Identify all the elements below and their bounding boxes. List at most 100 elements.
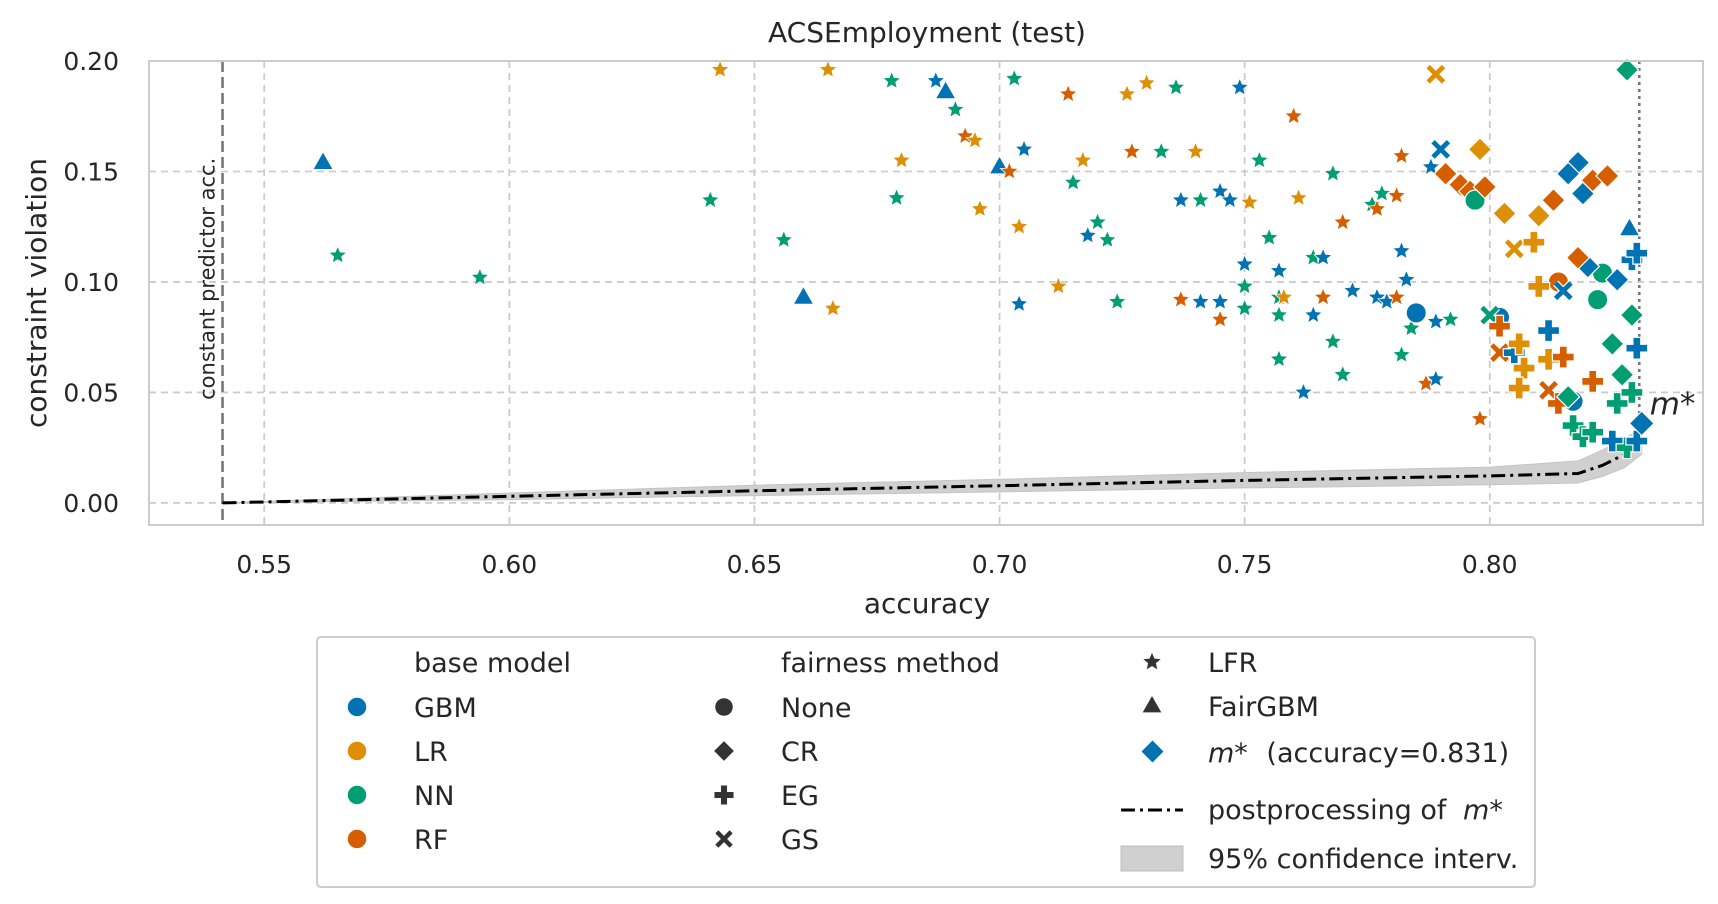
legend: base model GBM LR NN RF fairness method Non…	[316, 636, 1536, 888]
data-point	[1372, 183, 1392, 202]
data-point	[773, 229, 794, 249]
data-point	[1122, 141, 1142, 161]
data-point	[1555, 161, 1581, 187]
y-tick-label: 0.15	[63, 157, 119, 186]
data-point	[1396, 269, 1417, 289]
data-point	[1136, 72, 1157, 92]
data-point	[1625, 429, 1649, 453]
data-point	[1488, 314, 1512, 338]
data-point	[1004, 68, 1025, 88]
legend-extra-label: LFR	[1208, 648, 1257, 679]
x-tick-label: 0.75	[1217, 550, 1273, 579]
data-point	[1614, 57, 1640, 83]
data-point	[1073, 150, 1093, 169]
data-point	[1555, 384, 1581, 410]
grid-lines	[149, 60, 1703, 525]
data-point	[1405, 302, 1427, 324]
legend-m-star-symbol: m*	[1208, 738, 1248, 769]
data-point	[1527, 274, 1551, 298]
data-point	[1386, 287, 1407, 306]
data-point	[1625, 241, 1649, 265]
data-point	[818, 59, 838, 79]
data-point	[1058, 83, 1079, 103]
data-point	[1009, 293, 1029, 313]
confidence-band-layer	[222, 426, 1643, 504]
legend-method-marker	[715, 830, 733, 848]
legend-method-marker	[714, 697, 734, 717]
data-point	[1507, 332, 1531, 356]
legend-extra-marker	[1140, 693, 1164, 714]
data-point	[1014, 138, 1034, 158]
x-tick-label: 0.60	[481, 550, 537, 579]
data-point	[1581, 369, 1605, 393]
data-point	[1323, 331, 1343, 351]
data-point	[965, 130, 985, 149]
legend-m-star-marker	[1139, 738, 1166, 765]
data-point	[792, 285, 815, 305]
data-point	[1097, 229, 1118, 249]
constant-predictor-label: constant predictor acc.	[196, 158, 220, 400]
data-point	[1190, 189, 1211, 209]
data-point	[1171, 289, 1191, 309]
data-point	[1234, 275, 1255, 295]
data-point	[886, 187, 907, 207]
data-point	[327, 245, 348, 264]
legend-model-marker	[346, 784, 368, 806]
data-point	[1185, 141, 1206, 161]
data-point	[1480, 305, 1500, 325]
scatter-points	[311, 57, 1649, 460]
data-point	[1151, 141, 1172, 161]
data-point	[1234, 298, 1255, 317]
x-tick-label: 0.80	[1462, 550, 1518, 579]
data-point	[1323, 163, 1343, 183]
legend-base-model-title: base model	[414, 648, 571, 679]
data-point	[311, 150, 335, 171]
data-point	[1431, 139, 1451, 159]
legend-m-star-label: m* (accuracy=0.831)	[1208, 738, 1509, 769]
data-point	[1220, 189, 1240, 209]
data-point	[1117, 83, 1137, 103]
legend-method-label: CR	[781, 737, 819, 768]
y-tick-label: 0.00	[63, 489, 119, 518]
data-point	[1332, 211, 1353, 231]
data-point	[1249, 150, 1270, 169]
legend-ci-swatch	[1120, 845, 1184, 872]
data-point	[881, 70, 902, 90]
y-axis-label: constraint violation	[20, 158, 53, 428]
data-point	[1342, 280, 1363, 300]
data-point	[1229, 77, 1250, 96]
data-point	[1190, 291, 1211, 311]
y-tick-label: 0.10	[63, 268, 119, 297]
data-point	[1063, 172, 1083, 191]
legend-model-marker	[346, 696, 368, 718]
legend-model-label: GBM	[414, 693, 477, 724]
legend-postprocessing-text: postprocessing of	[1208, 795, 1448, 826]
legend-extra-label: FairGBM	[1208, 692, 1319, 723]
x-tick-label: 0.70	[972, 550, 1028, 579]
data-point	[1618, 216, 1641, 237]
data-point	[823, 298, 843, 317]
legend-model-label: LR	[414, 737, 448, 768]
legend-postprocessing-m-star: m*	[1463, 795, 1503, 826]
data-point	[891, 150, 912, 169]
data-point	[1425, 311, 1446, 331]
data-point	[1087, 211, 1108, 231]
data-point	[1604, 267, 1630, 293]
legend-extra-marker	[1141, 650, 1163, 672]
confidence-band	[222, 426, 1643, 504]
data-point	[1490, 343, 1509, 363]
legend-postprocessing-label: postprocessing of m*	[1208, 795, 1503, 826]
data-point	[1553, 281, 1573, 301]
x-tick-label: 0.55	[236, 550, 292, 579]
data-point	[1293, 382, 1314, 401]
data-point	[1586, 288, 1609, 311]
data-point	[1492, 201, 1517, 226]
postprocessing-curve-layer	[222, 439, 1643, 505]
data-point	[945, 99, 966, 119]
data-point	[925, 70, 946, 90]
data-point	[1269, 260, 1289, 280]
data-point	[1391, 145, 1412, 165]
data-point	[1426, 64, 1446, 84]
data-point	[1433, 161, 1458, 187]
data-point	[1512, 356, 1536, 380]
